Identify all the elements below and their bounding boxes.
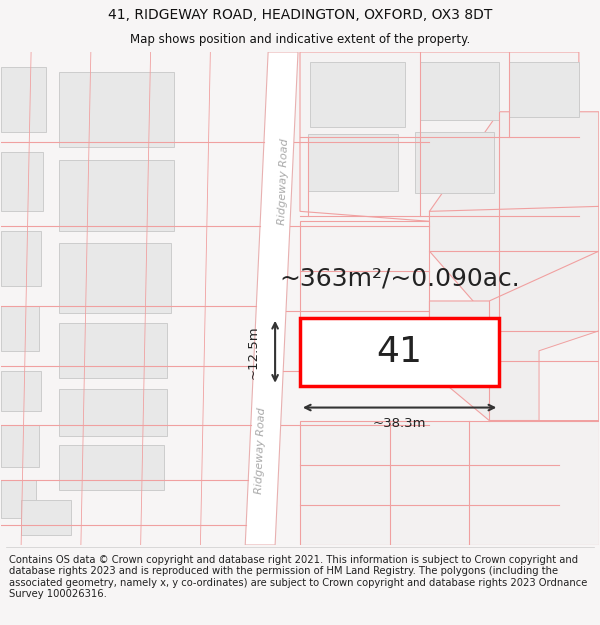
Bar <box>59 159 173 231</box>
Text: Contains OS data © Crown copyright and database right 2021. This information is : Contains OS data © Crown copyright and d… <box>9 554 587 599</box>
Text: ~363m²/~0.090ac.: ~363m²/~0.090ac. <box>279 266 520 290</box>
Bar <box>1 152 43 211</box>
Bar <box>415 132 494 193</box>
Text: ~12.5m: ~12.5m <box>247 325 260 379</box>
Bar <box>59 243 170 313</box>
Text: Ridgeway Road: Ridgeway Road <box>277 138 290 225</box>
Text: ~38.3m: ~38.3m <box>373 417 427 430</box>
Bar <box>310 62 404 127</box>
Bar <box>1 231 41 286</box>
Bar <box>1 426 39 468</box>
Polygon shape <box>430 251 599 421</box>
Bar <box>1 306 39 351</box>
Text: Ridgeway Road: Ridgeway Road <box>254 407 266 494</box>
Polygon shape <box>245 52 298 545</box>
Bar <box>59 323 167 378</box>
Bar <box>59 389 167 436</box>
Bar <box>59 72 173 147</box>
Bar <box>300 318 499 386</box>
Bar <box>21 500 71 535</box>
Bar <box>1 480 36 518</box>
Polygon shape <box>430 112 599 331</box>
Bar <box>308 134 398 191</box>
Text: Map shows position and indicative extent of the property.: Map shows position and indicative extent… <box>130 32 470 46</box>
Bar <box>419 62 499 120</box>
Polygon shape <box>300 52 579 221</box>
Text: 41, RIDGEWAY ROAD, HEADINGTON, OXFORD, OX3 8DT: 41, RIDGEWAY ROAD, HEADINGTON, OXFORD, O… <box>108 8 492 21</box>
Bar <box>59 446 164 490</box>
Bar <box>1 371 41 411</box>
Polygon shape <box>300 421 599 545</box>
Polygon shape <box>300 221 430 371</box>
Bar <box>1 67 46 132</box>
Text: 41: 41 <box>377 335 422 369</box>
Bar <box>509 62 579 117</box>
Polygon shape <box>539 331 599 421</box>
